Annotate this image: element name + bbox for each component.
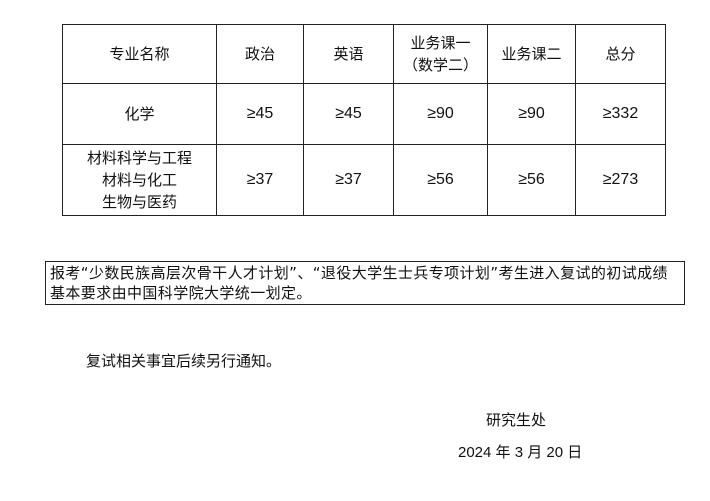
score-cell: ≥273 — [575, 144, 666, 216]
major-cell: 材料科学与工程 材料与化工 生物与医药 — [62, 144, 217, 216]
header-course1: 业务课一 （数学二） — [393, 24, 488, 84]
header-major: 专业名称 — [62, 24, 217, 84]
major-cell: 化学 — [62, 83, 217, 145]
score-cell: ≥332 — [575, 83, 666, 145]
header-course1-line1: 业务课一 — [410, 34, 471, 52]
score-requirements-table: 专业名称 政治 英语 业务课一 （数学二） 业务课二 总分 化学 ≥45 ≥45 … — [62, 24, 666, 216]
signature-org: 研究生处 — [486, 411, 547, 429]
table-row: 材料科学与工程 材料与化工 生物与医药 ≥37 ≥37 ≥56 ≥56 ≥273 — [62, 144, 666, 216]
signature-date: 2024 年 3 月 20 日 — [458, 444, 583, 461]
major-name: 材料与化工 — [101, 171, 177, 189]
table-row: 化学 ≥45 ≥45 ≥90 ≥90 ≥332 — [62, 83, 666, 145]
score-cell: ≥37 — [216, 144, 304, 216]
score-cell: ≥45 — [303, 83, 394, 145]
header-politics: 政治 — [216, 24, 304, 84]
score-cell: ≥56 — [393, 144, 488, 216]
score-cell: ≥90 — [393, 83, 488, 145]
score-cell: ≥45 — [216, 83, 304, 145]
header-english: 英语 — [303, 24, 394, 84]
follow-up-notice: 复试相关事宜后续另行通知。 — [86, 352, 282, 370]
score-cell: ≥37 — [303, 144, 394, 216]
table-header-row: 专业名称 政治 英语 业务课一 （数学二） 业务课二 总分 — [62, 24, 666, 84]
header-total: 总分 — [575, 24, 666, 84]
header-course1-line2: （数学二） — [402, 56, 478, 74]
score-cell: ≥90 — [487, 83, 576, 145]
major-name: 生物与医药 — [101, 193, 177, 211]
score-cell: ≥56 — [487, 144, 576, 216]
major-name: 材料科学与工程 — [86, 149, 192, 167]
header-course2: 业务课二 — [487, 24, 576, 84]
special-program-note: 报考“少数民族高层次骨干人才计划”、“退役大学生士兵专项计划”考生进入复试的初试… — [45, 261, 685, 305]
